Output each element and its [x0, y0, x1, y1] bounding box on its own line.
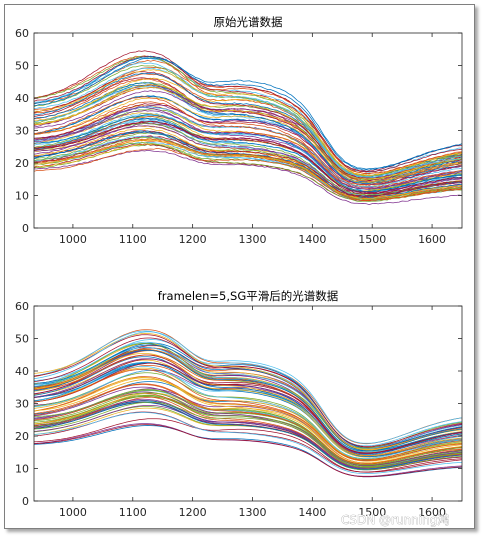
series-line [34, 77, 462, 181]
y-tick-label: 40 [15, 92, 29, 105]
series-line [34, 366, 462, 459]
x-tick-label: 1600 [418, 506, 446, 519]
series-line [34, 354, 462, 456]
x-tick-label: 1300 [238, 506, 266, 519]
series-line [34, 139, 462, 200]
y-tick-label: 40 [15, 365, 29, 378]
series-line [34, 120, 462, 193]
top-plot-title: 原始光谱数据 [214, 15, 283, 29]
x-tick-label: 1300 [238, 233, 266, 246]
series-line [34, 110, 462, 190]
y-tick-label: 30 [15, 125, 29, 138]
y-tick-label: 20 [15, 157, 29, 170]
series-line [34, 96, 462, 186]
series-line [34, 97, 462, 184]
x-tick-label: 1100 [119, 506, 147, 519]
series-line [34, 333, 462, 450]
series-line [34, 378, 462, 462]
series-line [34, 55, 462, 171]
series-line [34, 67, 462, 175]
series-line [34, 412, 462, 474]
series-line [34, 104, 462, 186]
series-line [34, 376, 462, 461]
series-line [34, 392, 462, 467]
series-line [34, 118, 462, 193]
y-tick-label: 50 [15, 333, 29, 346]
top-plot-axes: 1000 1100 1200 1300 1400 1500 1600 0 10 20 30 40 50 6… [15, 27, 463, 246]
series-line [34, 67, 462, 178]
series-line [34, 401, 462, 468]
series-line [34, 349, 462, 452]
series-line [34, 65, 462, 178]
x-tick-label: 1000 [59, 233, 87, 246]
x-tick-label: 1400 [298, 233, 326, 246]
series-line [34, 337, 462, 447]
x-tick-label: 1500 [358, 233, 386, 246]
x-tick-label: 1400 [298, 506, 326, 519]
series-line [34, 148, 462, 202]
series-line [34, 120, 462, 194]
series-line [34, 389, 462, 467]
series-line [34, 344, 462, 452]
series-line [34, 402, 462, 470]
bottom-plot-title: framelen=5,SG平滑后的光谱数据 [158, 289, 339, 303]
y-tick-label: 50 [15, 60, 29, 73]
watermark: CSDN @running鸿 [341, 513, 449, 527]
bottom-plot: framelen=5,SG平滑后的光谱数据 1000 1100 1200 1300 14… [15, 289, 463, 519]
series-line [34, 353, 462, 457]
bottom-plot-axes: 1000 1100 1200 1300 1400 1500 1600 0 10 20 30 40 50 6… [15, 300, 463, 519]
y-tick-label: 30 [15, 398, 29, 411]
x-tick-label: 1200 [179, 506, 207, 519]
x-tick-label: 1200 [179, 233, 207, 246]
series-line [34, 86, 462, 183]
series-line [34, 86, 462, 185]
series-line [34, 341, 462, 449]
y-tick-label: 60 [15, 27, 29, 40]
series-line [34, 396, 462, 466]
series-line [34, 101, 462, 188]
plot-area [34, 306, 462, 501]
y-tick-label: 10 [15, 190, 29, 203]
x-tick-label: 1500 [358, 506, 386, 519]
series-line [34, 73, 462, 179]
series-line [34, 116, 462, 192]
bottom-plot-series [34, 306, 462, 501]
series-line [34, 331, 462, 444]
top-plot-series [34, 33, 462, 228]
series-line [34, 386, 462, 466]
y-tick-label: 20 [15, 430, 29, 443]
y-tick-label: 0 [22, 495, 29, 508]
series-line [34, 369, 462, 462]
series-line [34, 418, 462, 473]
series-line [34, 125, 462, 195]
y-tick-label: 60 [15, 300, 29, 313]
x-tick-label: 1100 [119, 233, 147, 246]
series-line [34, 384, 462, 465]
x-tick-label: 1600 [418, 233, 446, 246]
series-line [34, 57, 462, 170]
series-line [34, 50, 462, 172]
series-line [34, 72, 462, 178]
y-tick-label: 0 [22, 222, 29, 235]
series-line [34, 69, 462, 176]
x-tick-label: 1000 [59, 506, 87, 519]
y-tick-label: 10 [15, 463, 29, 476]
series-line [34, 424, 462, 478]
series-line [34, 362, 462, 454]
series-line [34, 139, 462, 201]
top-plot: 原始光谱数据 1000 1100 1200 1300 1400 1500 1600 0 10 20… [15, 15, 463, 246]
series-line [34, 55, 462, 173]
